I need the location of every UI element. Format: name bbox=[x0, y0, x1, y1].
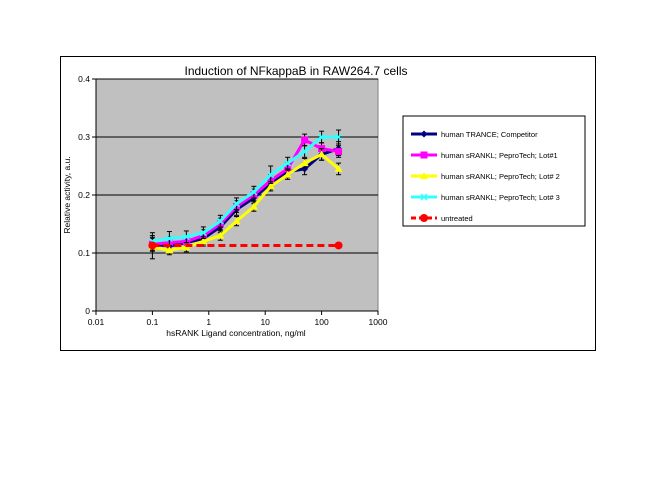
y-tick-label: 0.1 bbox=[78, 248, 90, 258]
x-tick-label: 1000 bbox=[369, 317, 388, 327]
y-tick-label: 0.2 bbox=[78, 190, 90, 200]
x-axis-label: hsRANK Ligand concentration, ng/ml bbox=[166, 328, 305, 338]
data-point bbox=[199, 229, 207, 237]
data-point bbox=[249, 202, 258, 210]
data-point bbox=[148, 241, 157, 250]
data-point bbox=[216, 217, 224, 225]
data-point bbox=[317, 150, 326, 158]
chart-title: Induction of NFkappaB in RAW264.7 cells bbox=[184, 64, 407, 78]
x-tick-label: 0.01 bbox=[88, 317, 105, 327]
data-point bbox=[301, 165, 309, 173]
data-point bbox=[199, 237, 208, 245]
data-point bbox=[335, 148, 343, 155]
legend-label: human sRANKL; PeproTech; Lot# 3 bbox=[441, 193, 560, 202]
data-point bbox=[232, 217, 241, 225]
legend-item: human sRANKL; PeproTech; Lot# 3 bbox=[411, 193, 560, 202]
data-point bbox=[284, 159, 292, 167]
series-5 bbox=[148, 241, 343, 250]
data-point bbox=[301, 136, 309, 144]
y-tick-label: 0.3 bbox=[78, 132, 90, 142]
legend-item: human sRANKL; PeproTech; Lot# 2 bbox=[411, 172, 560, 181]
data-point bbox=[232, 200, 241, 208]
data-point-stroke bbox=[250, 188, 258, 196]
x-tick-label: 10 bbox=[260, 317, 270, 327]
data-point bbox=[318, 133, 326, 141]
legend-label: human TRANCE; Competitor bbox=[441, 130, 538, 139]
data-point-stroke bbox=[335, 133, 343, 141]
data-point-stroke bbox=[301, 147, 309, 156]
grid bbox=[96, 78, 378, 254]
legend-label: untreated bbox=[441, 214, 473, 223]
x-tick-label: 0.1 bbox=[146, 317, 158, 327]
data-point bbox=[216, 231, 225, 239]
data-point bbox=[420, 172, 428, 179]
data-point bbox=[267, 171, 275, 179]
data-point bbox=[283, 170, 292, 178]
y-tick-label: 0.4 bbox=[78, 74, 90, 84]
data-point bbox=[420, 193, 428, 201]
data-point bbox=[266, 182, 275, 190]
data-point-stroke bbox=[420, 193, 428, 201]
data-point bbox=[420, 151, 428, 159]
chart: Induction of NFkappaB in RAW264.7 cells … bbox=[62, 64, 586, 338]
x-tick-label: 100 bbox=[315, 317, 329, 327]
data-point-stroke bbox=[267, 171, 275, 179]
y-tick-label: 0 bbox=[85, 306, 90, 316]
data-point-stroke bbox=[182, 233, 190, 241]
data-point-stroke bbox=[318, 133, 326, 141]
data-point-stroke bbox=[216, 217, 224, 225]
legend-label: human sRANKL; PeproTech; Lot# 2 bbox=[441, 172, 560, 181]
data-point bbox=[420, 214, 428, 222]
data-point bbox=[335, 133, 343, 141]
axes: 0 0.1 0.2 0.3 0.4 0.01 0.1 1 10 100 1000 bbox=[78, 74, 388, 327]
data-point bbox=[165, 246, 174, 254]
data-point-stroke bbox=[284, 159, 292, 167]
legend-label: human sRANKL; PeproTech; Lot#1 bbox=[441, 151, 558, 160]
legend-item: human sRANKL; PeproTech; Lot#1 bbox=[411, 151, 558, 160]
series-line bbox=[152, 152, 340, 252]
data-point bbox=[334, 164, 343, 172]
data-point-stroke bbox=[232, 200, 241, 208]
data-point-stroke bbox=[199, 229, 207, 237]
data-point bbox=[420, 130, 428, 138]
chart-frame: Induction of NFkappaB in RAW264.7 cells … bbox=[60, 56, 596, 351]
data-point bbox=[182, 233, 190, 241]
series-layer bbox=[148, 129, 343, 260]
legend-item: untreated bbox=[411, 214, 473, 223]
data-point bbox=[165, 234, 173, 243]
legend-item: human TRANCE; Competitor bbox=[411, 130, 538, 139]
data-point bbox=[301, 147, 309, 156]
legend: human TRANCE; Competitor human sRANKL; Pe… bbox=[411, 130, 560, 223]
series-4 bbox=[148, 129, 343, 251]
x-tick-label: 1 bbox=[206, 317, 211, 327]
data-point bbox=[250, 188, 258, 196]
data-point bbox=[300, 159, 309, 167]
y-axis-label: Relative activity, a.u. bbox=[62, 156, 72, 233]
data-point bbox=[334, 241, 343, 250]
data-point-stroke bbox=[165, 234, 173, 243]
